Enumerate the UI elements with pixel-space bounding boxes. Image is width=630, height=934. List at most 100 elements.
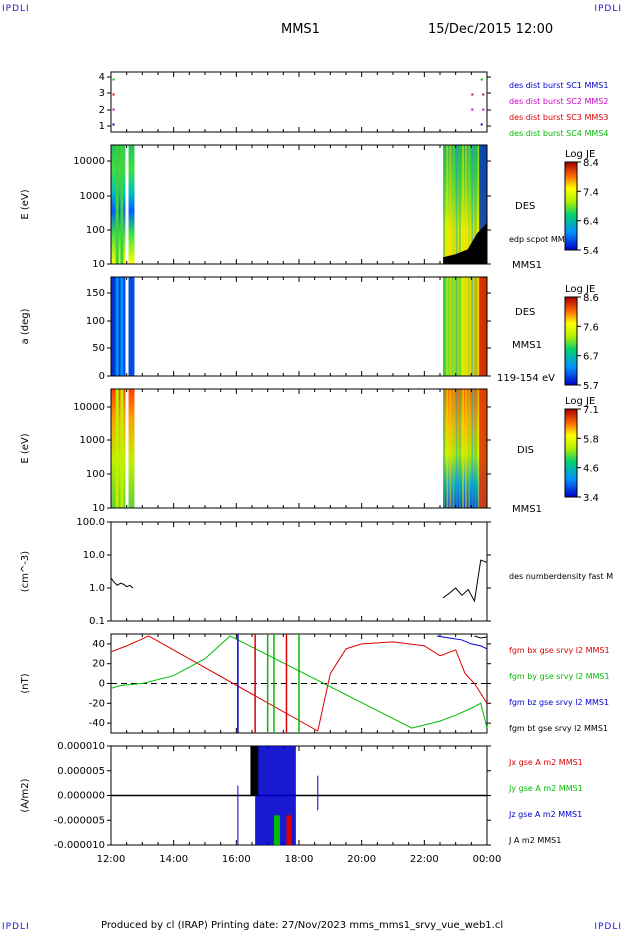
time-axis-label: 14:00: [159, 854, 188, 865]
des-pitch-right-label: DES: [515, 307, 535, 318]
des-pitch-texture: [474, 277, 477, 376]
des-pitch-energy-range: 119-154 eV: [497, 373, 555, 384]
burst-y-tick-label: 3: [99, 88, 105, 99]
current-spike: [250, 746, 259, 796]
current-legend-entry: Jy gse A m2 MMS1: [508, 784, 583, 793]
burst-legend-entry: des dist burst SC3 MMS3: [509, 113, 608, 122]
burst-point: [471, 93, 474, 96]
burst-legend-entry: des dist burst SC1 MMS1: [509, 81, 608, 90]
dis-energy-texture: [468, 389, 471, 508]
density-panel-frame: [110, 521, 488, 622]
dis-energy-ylabel: E (eV): [20, 433, 31, 463]
des-energy-y-tick-label: 10000: [73, 156, 105, 167]
dis-energy-colorbar-tick-label: 3.4: [583, 493, 599, 504]
dis-energy-late-edge: [479, 389, 487, 508]
dis-energy-y-tick-label: 1000: [80, 435, 105, 446]
dis-energy-texture: [455, 389, 458, 508]
dis-energy-texture: [446, 389, 449, 508]
des-pitch-gap: [125, 277, 129, 376]
burst-point: [482, 108, 485, 111]
des-pitch-panel-frame: [110, 276, 488, 377]
corner-label-top-right: IPDLI: [594, 4, 622, 14]
current-spike: [286, 815, 292, 845]
des-energy-panel-frame: [110, 144, 488, 265]
dis-energy-texture: [461, 389, 464, 508]
dis-energy-y-tick-label: 10000: [73, 402, 105, 413]
des-pitch-y-tick-label: 100: [86, 316, 105, 327]
bfield-legend-entry: fgm bt gse srvy l2 MMS1: [509, 724, 608, 733]
density-line-late: [442, 559, 488, 603]
des-pitch-texture: [446, 277, 449, 376]
des-energy-texture: [449, 145, 452, 264]
corner-label-bottom-right: IPDLI: [594, 922, 622, 932]
current-y-tick-label: 0.000010: [57, 741, 105, 752]
current-ylabel: (A/m2): [20, 778, 31, 812]
footer-credits: Produced by cl (IRAP) Printing date: 27/…: [101, 920, 504, 931]
des-pitch-texture: [477, 277, 480, 376]
current-legend-entry: J A m2 MMS1: [508, 836, 561, 845]
bfield-y-tick-label: 20: [92, 659, 105, 670]
des-energy-texture: [474, 145, 477, 264]
burst-legend-entry: des dist burst SC4 MMS4: [509, 129, 608, 138]
des-pitch-texture: [465, 277, 468, 376]
density-line-early: [110, 577, 134, 589]
time-axis-label: 12:00: [97, 854, 126, 865]
dis-energy-y-tick-label: 100: [86, 469, 105, 480]
dis-energy-colorbar-bar: [564, 408, 578, 498]
current-y-tick-label: 0.000000: [57, 791, 105, 802]
corner-label-bottom-left: IPDLI: [2, 922, 30, 932]
des-pitch-colorbar-tick-label: 5.7: [583, 381, 599, 392]
bfield-legend-entry: fgm by gse srvy l2 MMS1: [509, 672, 610, 681]
burst-point: [112, 108, 115, 111]
des-energy-right-label: DES: [515, 201, 535, 212]
des-energy-texture: [458, 145, 461, 264]
density-legend: des numberdensity fast M: [509, 572, 613, 581]
bfield-ylabel: (nT): [20, 673, 31, 693]
dis-energy-stripe: [120, 389, 124, 508]
current-legend-entry: Jz gse A m2 MMS1: [508, 810, 582, 819]
des-energy-colorbar-tick-label: 6.4: [583, 217, 599, 228]
density-y-tick-label: 1.0: [89, 583, 105, 594]
dis-energy-texture: [452, 389, 455, 508]
dis-energy-texture: [458, 389, 461, 508]
des-pitch-colorbar-tick-label: 8.6: [583, 293, 599, 304]
dis-energy-colorbar-title: Log JE: [565, 396, 595, 407]
des-energy-texture: [455, 145, 458, 264]
des-energy-sc-label: MMS1: [512, 260, 542, 271]
corner-label-top-left: IPDLI: [2, 4, 30, 14]
des-energy-texture: [446, 145, 449, 264]
des-pitch-colorbar-title: Log JE: [565, 284, 595, 295]
des-energy-colorbar-tick-label: 8.4: [583, 158, 599, 169]
dis-energy-texture: [471, 389, 474, 508]
burst-panel-frame: [110, 71, 488, 133]
scpot-fill: [443, 224, 487, 264]
burst-point: [112, 123, 115, 126]
des-pitch-texture: [468, 277, 471, 376]
des-pitch-colorbar-bar: [564, 296, 578, 386]
des-pitch-texture: [443, 277, 446, 376]
dis-energy-texture: [477, 389, 480, 508]
des-energy-stripe: [120, 145, 124, 264]
dis-energy-colorbar-tick-label: 5.8: [583, 434, 599, 445]
des-pitch-late-edge: [479, 277, 487, 376]
des-pitch-sc-label: MMS1: [512, 340, 542, 351]
des-energy-y-tick-label: 100: [86, 225, 105, 236]
bfield-y-tick-label: 40: [92, 639, 105, 650]
burst-point: [112, 78, 115, 81]
current-legend-entry: Jx gse A m2 MMS1: [508, 758, 583, 767]
dis-energy-colorbar-tick-label: 7.1: [583, 405, 599, 416]
des-pitch-ylabel: a (deg): [20, 308, 31, 344]
time-axis-label: 22:00: [410, 854, 439, 865]
burst-point: [112, 93, 115, 96]
dis-energy-y-tick-label: 10: [92, 503, 105, 514]
spacecraft-title: MMS1: [281, 22, 320, 37]
des-pitch-colorbar-tick-label: 7.6: [583, 322, 599, 333]
des-pitch-y-tick-label: 0: [99, 371, 105, 382]
des-energy-colorbar-tick-label: 5.4: [583, 246, 599, 257]
burst-legend-entry: des dist burst SC2 MMS2: [509, 97, 608, 106]
des-energy-late-edge: [479, 145, 487, 264]
bfield-series-line: [110, 635, 488, 732]
dis-energy-panel-frame: [110, 388, 488, 509]
dis-energy-sc-label: MMS1: [512, 504, 542, 515]
bfield-y-tick-label: -40: [89, 718, 105, 729]
